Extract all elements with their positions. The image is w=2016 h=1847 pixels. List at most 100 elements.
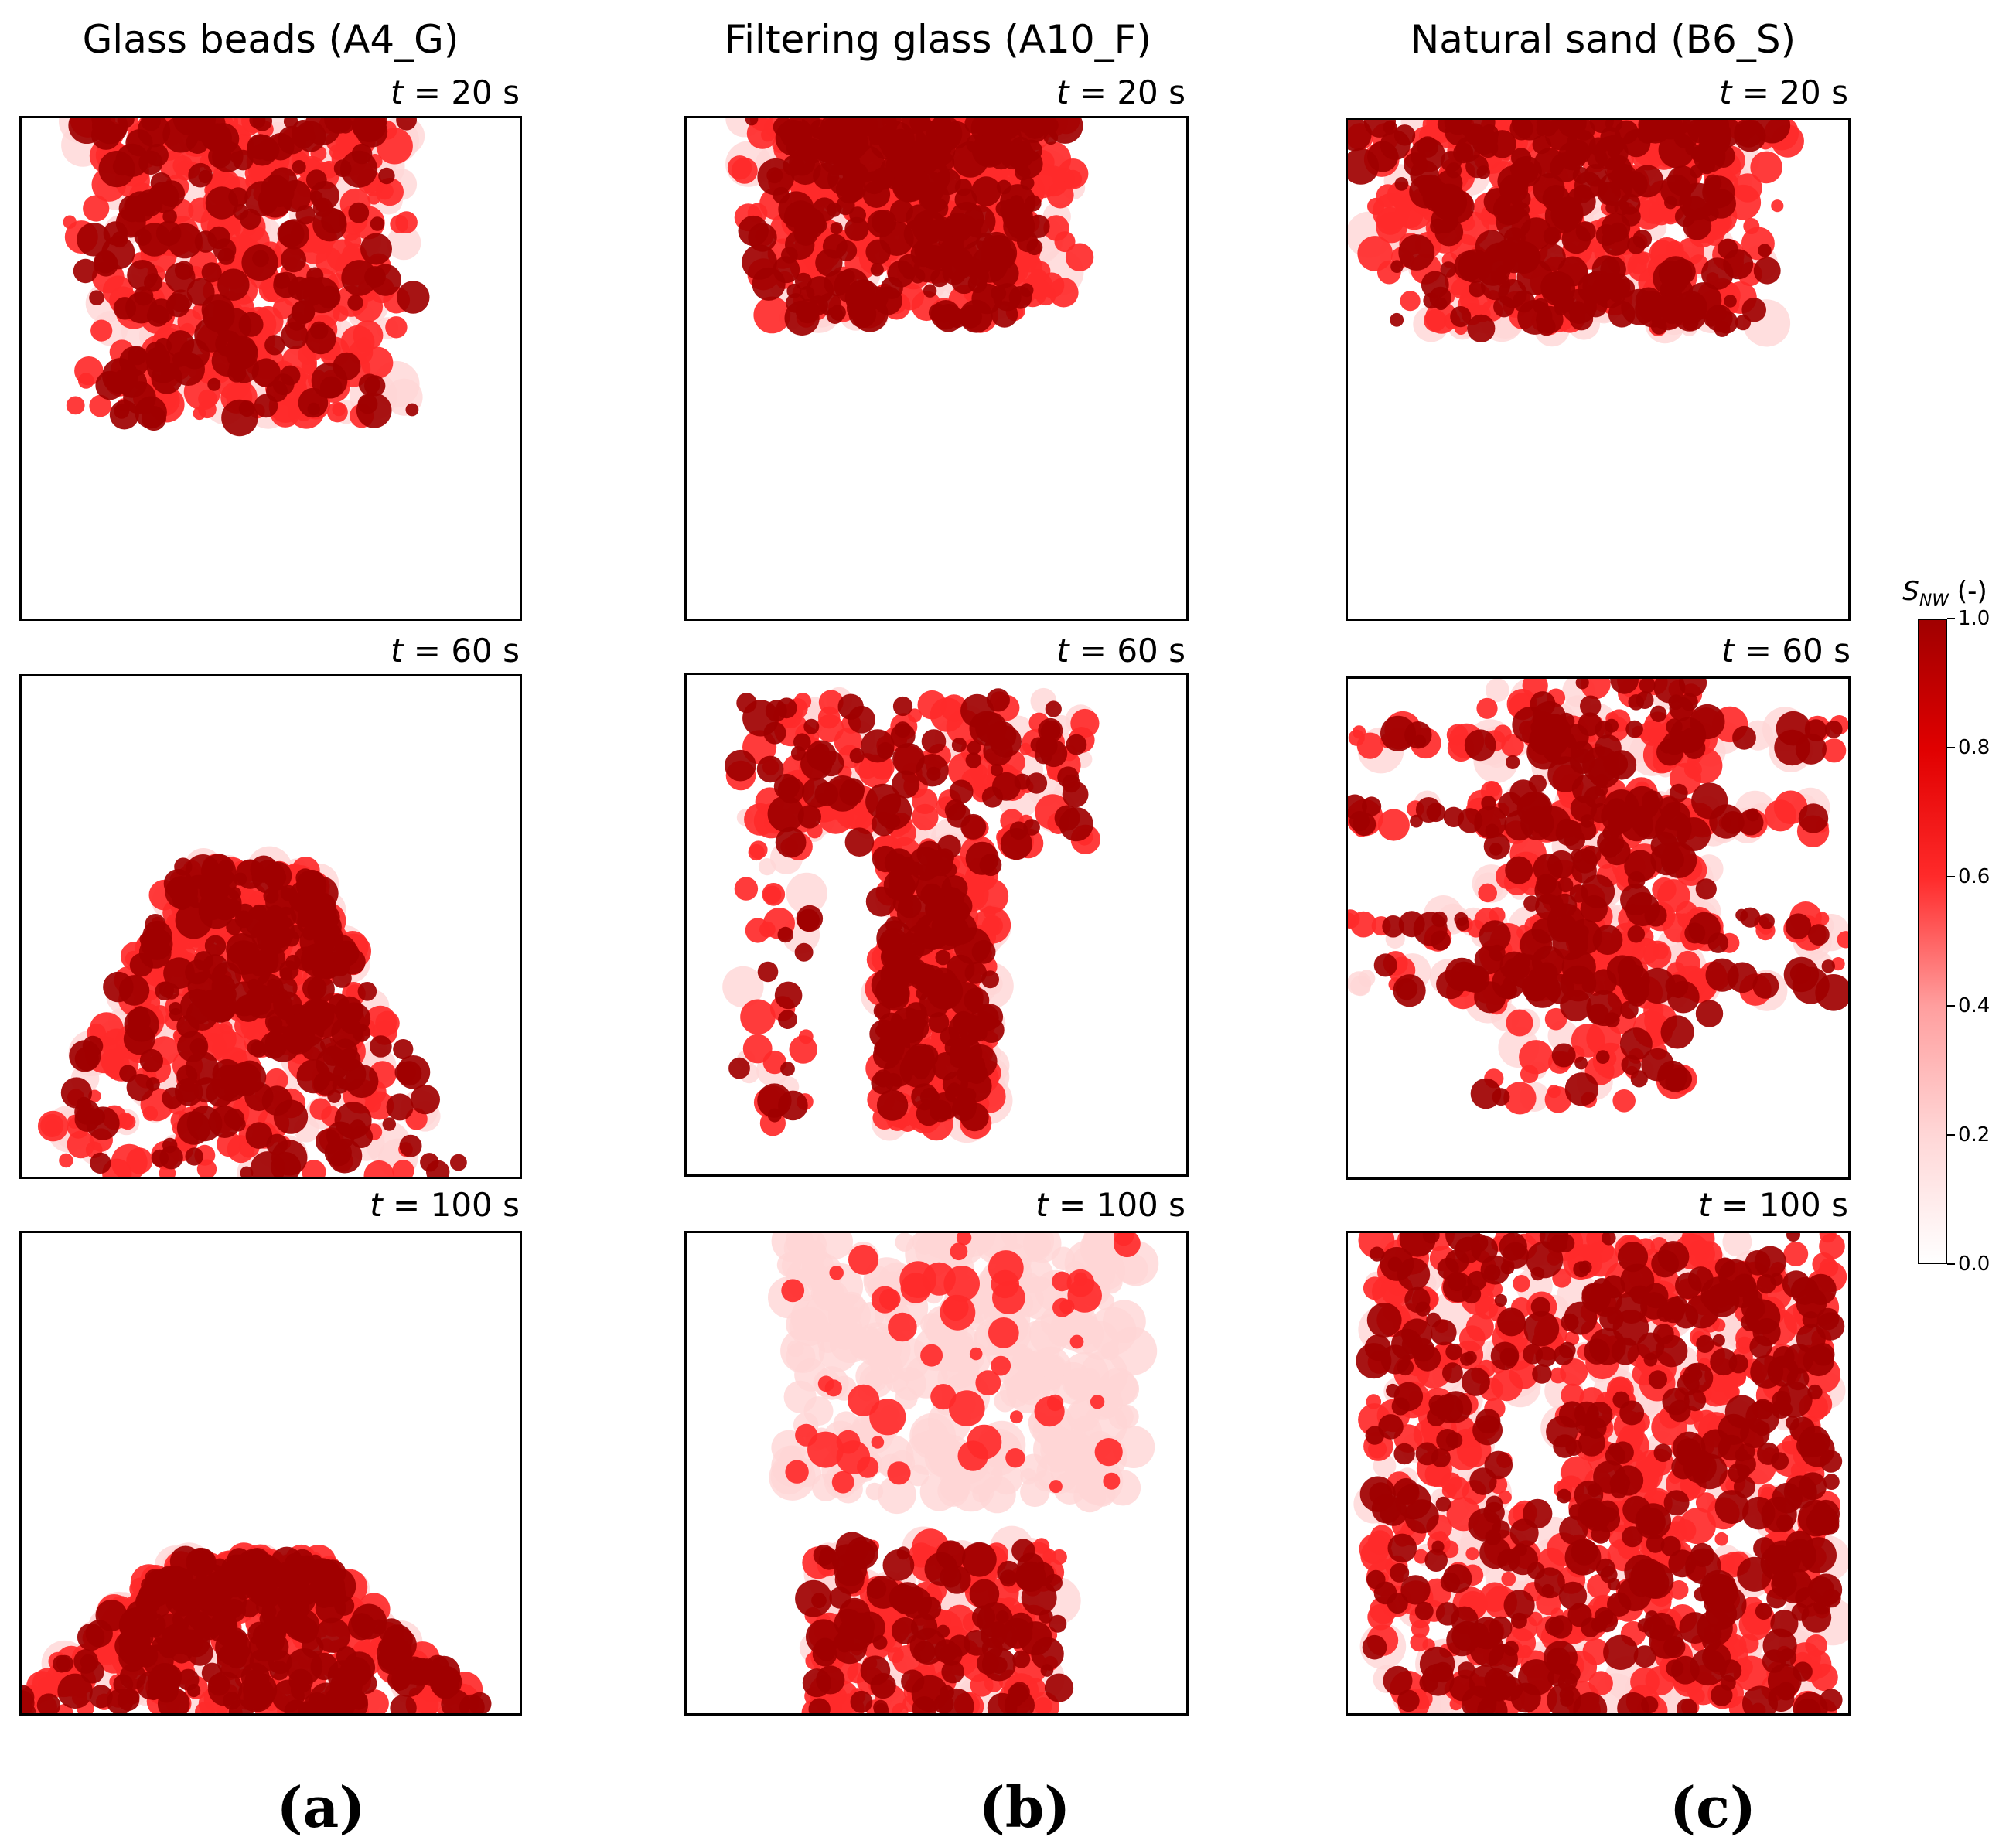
saturation-blob [249, 118, 266, 128]
saturation-blob [193, 407, 206, 421]
saturation-blob [830, 222, 843, 235]
saturation-blob [869, 1399, 906, 1436]
saturation-blob [234, 910, 253, 929]
saturation-blob [763, 721, 786, 745]
saturation-blob [1620, 1000, 1639, 1020]
saturation-blob [200, 893, 227, 920]
saturation-blob [204, 935, 227, 956]
heatmap-svg [722, 687, 1100, 1143]
saturation-blob [281, 247, 306, 273]
saturation-blob [1026, 239, 1043, 256]
saturation-blob [969, 267, 989, 287]
saturation-blob [74, 1046, 99, 1072]
saturation-blob [358, 373, 380, 396]
saturation-blob [1066, 1399, 1100, 1433]
saturation-blob [1453, 142, 1474, 164]
saturation-blob [940, 1471, 971, 1503]
saturation-blob [1016, 1350, 1040, 1374]
saturation-blob [277, 220, 305, 247]
saturation-blob [1649, 705, 1667, 722]
time-label: t = 100 s [370, 1186, 520, 1224]
saturation-blob [776, 1252, 801, 1277]
saturation-blob [1643, 940, 1672, 969]
saturation-blob [1658, 131, 1695, 169]
saturation-blob [753, 296, 791, 334]
saturation-blob [285, 955, 301, 970]
saturation-blob [1732, 725, 1756, 750]
heatmap-panel [19, 674, 522, 1179]
saturation-blob [867, 210, 895, 238]
saturation-blob [1723, 249, 1754, 280]
saturation-blob [94, 251, 118, 277]
saturation-blob [786, 1342, 816, 1372]
saturation-blob [210, 171, 226, 186]
saturation-blob [1544, 1007, 1567, 1031]
saturation-blob [432, 1672, 459, 1699]
saturation-blob [918, 191, 936, 209]
saturation-blob [849, 748, 865, 764]
saturation-blob [250, 993, 271, 1015]
saturation-blob [1690, 704, 1725, 740]
saturation-blob [1653, 679, 1686, 704]
saturation-blob [936, 848, 954, 867]
saturation-blob [818, 750, 844, 777]
saturation-blob [118, 975, 150, 1006]
saturation-blob [1045, 700, 1062, 717]
saturation-blob [271, 1679, 305, 1712]
saturation-blob [758, 858, 776, 876]
saturation-blob [208, 1106, 241, 1138]
saturation-blob [934, 152, 955, 172]
saturation-blob [221, 399, 258, 437]
saturation-blob [56, 1654, 73, 1672]
saturation-blob [369, 264, 401, 296]
saturation-blob [207, 377, 221, 391]
saturation-blob [810, 217, 827, 233]
saturation-blob [319, 959, 339, 979]
saturation-blob [386, 1093, 414, 1121]
heatmap-svg [22, 1542, 492, 1713]
saturation-blob [1573, 120, 1595, 141]
heatmap-svg [768, 1233, 1159, 1713]
saturation-blob [1738, 809, 1764, 836]
saturation-blob [151, 1149, 169, 1167]
saturation-blob [946, 803, 971, 828]
saturation-blob [178, 1081, 199, 1102]
saturation-blob [971, 283, 1002, 315]
saturation-blob [1382, 915, 1404, 938]
saturation-blob [1724, 295, 1737, 308]
saturation-blob [1117, 1253, 1148, 1285]
saturation-blob [1455, 917, 1470, 931]
saturation-blob [1467, 966, 1488, 987]
saturation-blob [991, 772, 1021, 801]
saturation-blob [977, 1004, 1004, 1030]
saturation-blob [1440, 261, 1457, 278]
saturation-blob [1606, 955, 1638, 987]
saturation-blob [166, 330, 195, 359]
saturation-blob [118, 1625, 151, 1658]
saturation-blob [1014, 773, 1031, 790]
saturation-blob [1043, 215, 1069, 241]
saturation-blob [169, 1008, 182, 1021]
saturation-blob [123, 1023, 155, 1055]
saturation-blob [1734, 120, 1764, 148]
saturation-blob [67, 1130, 95, 1159]
saturation-blob [926, 133, 940, 147]
saturation-blob [757, 961, 779, 983]
saturation-blob [817, 1233, 853, 1259]
heatmap-panel [19, 1231, 522, 1716]
saturation-blob [861, 729, 895, 763]
saturation-blob [971, 939, 996, 964]
saturation-blob [889, 1007, 925, 1042]
saturation-blob [1698, 124, 1731, 156]
saturation-blob [1605, 201, 1619, 214]
saturation-blob [1024, 1233, 1052, 1259]
saturation-blob [1605, 120, 1623, 132]
saturation-blob [818, 690, 844, 715]
saturation-blob [350, 1119, 366, 1136]
saturation-blob [1758, 913, 1775, 929]
saturation-blob [1571, 775, 1601, 803]
saturation-blob [292, 160, 306, 174]
saturation-blob [157, 1687, 190, 1713]
saturation-blob [1659, 796, 1680, 819]
saturation-blob [210, 138, 226, 154]
